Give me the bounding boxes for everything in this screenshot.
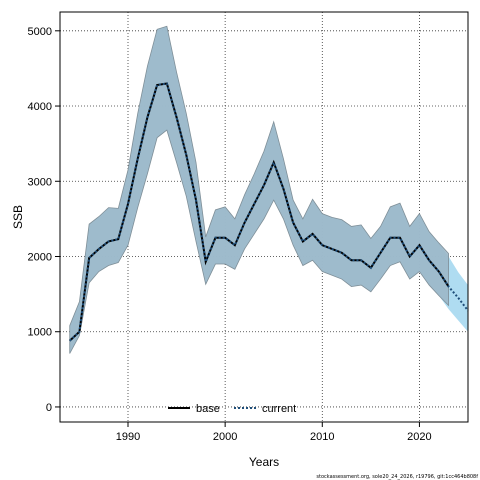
- y-tick-label: 5000: [28, 26, 52, 38]
- x-tick-label: 1990: [116, 431, 140, 443]
- base-confidence-band: [69, 25, 449, 354]
- x-axis-title: Years: [249, 455, 279, 469]
- y-tick-label: 1000: [28, 327, 52, 339]
- legend: base current: [168, 403, 296, 415]
- x-tick-label: 2000: [213, 431, 237, 443]
- y-tick-label: 2000: [28, 251, 52, 263]
- y-tick-label: 0: [46, 402, 52, 414]
- footnote: stockassessment.org, sole20_24_2026, r19…: [316, 474, 478, 480]
- plot-frame: [59, 11, 469, 423]
- y-axis-title: SSB: [11, 205, 25, 229]
- y-tick-label: 3000: [28, 176, 52, 188]
- x-axis-ticks: 1990 2000 2010 2020: [116, 422, 432, 443]
- y-tick-label: 4000: [28, 101, 52, 113]
- current-series-line: [69, 82, 469, 342]
- y-axis-ticks: 0 1000 2000 3000 4000 5000: [28, 26, 60, 414]
- legend-base-label: base: [196, 403, 220, 415]
- confidence-bands: [69, 25, 469, 354]
- x-tick-label: 2020: [407, 431, 431, 443]
- base-series-line: [69, 82, 450, 342]
- series-lines: [69, 82, 469, 342]
- legend-current-label: current: [262, 403, 296, 415]
- x-tick-label: 2010: [310, 431, 334, 443]
